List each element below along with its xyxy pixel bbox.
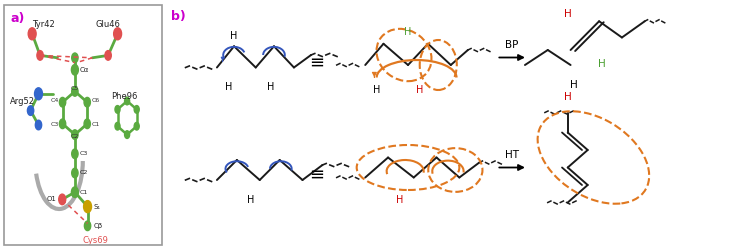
Text: C5: C5 (71, 86, 79, 92)
Text: Glu46: Glu46 (96, 20, 120, 29)
Text: H: H (404, 28, 411, 38)
Circle shape (27, 106, 34, 116)
Circle shape (35, 88, 43, 100)
Circle shape (60, 119, 66, 128)
Text: H: H (564, 9, 572, 19)
Circle shape (115, 122, 120, 130)
Circle shape (71, 86, 78, 96)
Circle shape (28, 28, 36, 40)
Text: Arg52: Arg52 (10, 96, 35, 106)
Text: ≡: ≡ (309, 166, 325, 184)
Text: O1: O1 (46, 196, 56, 202)
Circle shape (60, 98, 66, 107)
Text: H: H (416, 85, 423, 95)
Circle shape (124, 97, 130, 105)
Text: b): b) (171, 10, 186, 23)
Text: C6: C6 (91, 98, 99, 103)
Circle shape (71, 187, 78, 198)
Circle shape (37, 50, 43, 60)
Circle shape (105, 50, 111, 60)
Circle shape (134, 106, 139, 113)
Text: BP: BP (505, 40, 519, 50)
Circle shape (35, 120, 42, 130)
Text: C3: C3 (50, 122, 59, 128)
Circle shape (85, 221, 91, 230)
Circle shape (115, 106, 120, 113)
Text: H: H (224, 82, 232, 92)
Text: H: H (230, 31, 238, 41)
Circle shape (59, 194, 66, 205)
Text: Phe96: Phe96 (111, 92, 138, 101)
Text: H: H (267, 82, 275, 92)
Text: ≡: ≡ (309, 54, 325, 72)
Text: HT: HT (505, 150, 519, 160)
Text: H: H (396, 195, 403, 205)
Circle shape (71, 130, 78, 140)
Text: H: H (564, 92, 572, 102)
Text: a): a) (10, 12, 24, 25)
Circle shape (71, 64, 78, 75)
Text: C1: C1 (91, 122, 99, 128)
Circle shape (124, 131, 130, 138)
Circle shape (84, 98, 91, 107)
Circle shape (71, 53, 78, 62)
Text: C2: C2 (79, 170, 88, 175)
Text: Cys69: Cys69 (82, 236, 109, 245)
Circle shape (134, 122, 139, 130)
Circle shape (71, 168, 78, 178)
Text: S₁: S₁ (94, 204, 101, 210)
Text: Cα: Cα (79, 67, 89, 73)
Text: H: H (570, 80, 577, 90)
Text: H: H (373, 85, 381, 95)
Text: C1: C1 (79, 190, 88, 195)
Circle shape (71, 149, 78, 158)
Text: Tyr42: Tyr42 (32, 20, 55, 29)
Text: Cβ: Cβ (94, 223, 103, 229)
Text: H: H (598, 59, 606, 69)
Text: C2: C2 (71, 134, 79, 140)
Text: C4: C4 (50, 98, 59, 103)
Circle shape (84, 200, 91, 212)
Text: C3: C3 (79, 151, 88, 156)
Circle shape (84, 119, 91, 128)
Text: H: H (247, 195, 255, 205)
Circle shape (113, 28, 121, 40)
